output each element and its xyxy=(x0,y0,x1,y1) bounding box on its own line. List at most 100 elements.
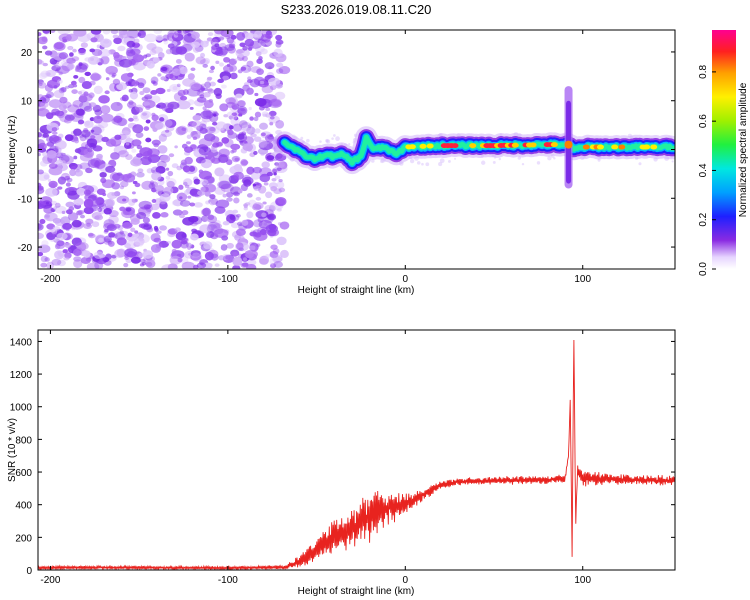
noise-blob xyxy=(174,227,181,232)
noise-blob xyxy=(271,178,277,182)
noise-blob xyxy=(214,30,225,35)
noise-blob xyxy=(265,224,279,233)
noise-blob xyxy=(91,124,105,134)
noise-blob xyxy=(51,76,62,83)
noise-blob xyxy=(74,67,80,73)
noise-blob xyxy=(123,142,132,149)
colorbar-tick-label: 0.0 xyxy=(698,262,709,276)
noise-blob xyxy=(187,195,192,199)
noise-blob xyxy=(65,182,71,187)
ridge-hotspot xyxy=(643,144,651,150)
noise-blob xyxy=(53,41,66,52)
noise-blob xyxy=(248,245,256,251)
noise-blob xyxy=(192,46,200,53)
noise-blob xyxy=(76,210,83,216)
noise-blob xyxy=(120,135,131,144)
noise-blob xyxy=(157,160,167,169)
noise-blob xyxy=(174,30,182,36)
snr-ylabel: SNR (10 * v/v) xyxy=(7,418,18,482)
noise-blob xyxy=(258,41,266,47)
noise-blob xyxy=(207,32,214,37)
noise-blob xyxy=(146,60,155,69)
noise-blob xyxy=(269,84,277,91)
noise-blob xyxy=(71,219,82,228)
noise-blob xyxy=(241,219,249,226)
noise-blob xyxy=(244,202,251,206)
noise-blob xyxy=(270,185,278,192)
noise-blob xyxy=(91,126,102,136)
noise-blob xyxy=(154,122,165,130)
noise-blob xyxy=(180,95,188,101)
noise-blob xyxy=(199,224,212,234)
noise-blob xyxy=(103,235,112,243)
noise-blob xyxy=(200,208,210,216)
noise-blob xyxy=(133,62,146,71)
noise-blob xyxy=(253,185,262,191)
noise-blob xyxy=(218,36,225,41)
noise-blob xyxy=(113,223,121,229)
snr-xlabel: Height of straight line (km) xyxy=(298,586,415,597)
spectrogram-xlabel: Height of straight line (km) xyxy=(298,285,415,296)
noise-blob xyxy=(277,197,286,205)
y-tick-label: 0 xyxy=(26,566,32,577)
noise-blob xyxy=(113,52,120,59)
noise-blob xyxy=(38,58,43,65)
noise-blob xyxy=(114,249,126,258)
noise-blob xyxy=(274,175,281,180)
noise-blob xyxy=(158,240,169,248)
noise-blob xyxy=(39,160,48,167)
noise-blob xyxy=(201,215,209,222)
noise-blob xyxy=(176,165,183,171)
noise-blob xyxy=(258,185,267,194)
noise-blob xyxy=(547,156,552,161)
noise-blob xyxy=(193,178,201,185)
noise-blob xyxy=(221,137,230,144)
noise-blob xyxy=(237,189,243,194)
noise-blob xyxy=(225,255,231,260)
noise-blob xyxy=(72,248,82,257)
noise-blob xyxy=(176,83,181,88)
noise-blob xyxy=(38,202,42,209)
noise-blob xyxy=(184,30,190,34)
noise-blob xyxy=(214,186,226,195)
noise-blob xyxy=(91,221,100,228)
noise-blob xyxy=(199,94,205,99)
noise-blob xyxy=(249,116,254,121)
noise-blob xyxy=(234,57,240,62)
noise-blob xyxy=(276,236,287,246)
y-tick-label: 20 xyxy=(21,48,33,59)
noise-blob xyxy=(277,153,283,157)
noise-blob xyxy=(189,106,194,110)
noise-blob xyxy=(150,166,161,174)
noise-blob xyxy=(254,97,267,107)
noise-blob xyxy=(169,103,175,109)
noise-blob xyxy=(425,162,430,167)
noise-blob xyxy=(47,178,52,182)
noise-blob xyxy=(39,72,48,79)
noise-blob xyxy=(105,65,118,75)
noise-blob xyxy=(253,231,268,242)
noise-blob xyxy=(165,177,177,187)
noise-blob xyxy=(161,264,175,269)
noise-blob xyxy=(232,123,243,132)
noise-blob xyxy=(63,153,71,160)
noise-blob xyxy=(46,150,57,159)
noise-blob xyxy=(276,167,282,172)
noise-blob xyxy=(199,59,209,65)
noise-blob xyxy=(91,48,103,57)
noise-blob xyxy=(190,233,199,241)
noise-blob xyxy=(438,162,443,167)
noise-blob xyxy=(159,225,167,231)
noise-blob xyxy=(263,182,269,186)
noise-blob xyxy=(371,159,375,163)
noise-blob xyxy=(208,126,220,134)
noise-blob xyxy=(171,248,177,254)
noise-blob xyxy=(43,212,58,222)
noise-blob xyxy=(88,102,97,108)
noise-blob xyxy=(197,190,206,196)
noise-blob xyxy=(65,85,70,89)
noise-blob xyxy=(199,179,209,186)
noise-blob xyxy=(126,40,136,48)
noise-blob xyxy=(553,157,556,160)
noise-blob xyxy=(273,254,283,263)
